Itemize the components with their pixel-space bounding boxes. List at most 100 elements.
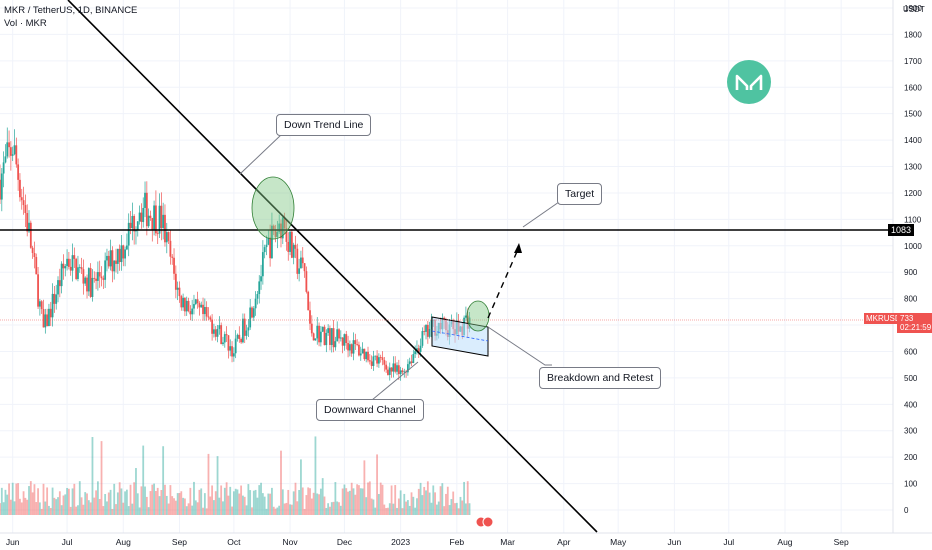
volume-bar [182, 497, 184, 515]
volume-bar [252, 490, 255, 515]
candle-body [303, 263, 306, 272]
downward-channel[interactable] [431, 316, 489, 357]
volume-bar [55, 499, 58, 515]
price-tick-label: 0 [904, 506, 909, 515]
callout-target[interactable]: Target [557, 183, 603, 205]
volume-bar [203, 493, 206, 515]
candle-body [193, 304, 195, 309]
price-tick-label: 1800 [904, 30, 922, 39]
candle-body [238, 334, 241, 340]
candle-body [379, 357, 382, 359]
candle-body [267, 237, 270, 245]
time-tick-label: Jul [723, 537, 734, 547]
volume-bar [274, 508, 277, 515]
volume-bar [312, 492, 315, 515]
volume-bar [4, 489, 7, 515]
candle-body [245, 330, 248, 336]
candle-body [394, 363, 397, 372]
volume-bar [207, 453, 210, 515]
candle-body [343, 334, 346, 346]
candle-body [289, 231, 291, 252]
volume-bar [314, 436, 317, 515]
candle-body [278, 223, 281, 233]
candle-body [367, 351, 369, 361]
retest-ellipse[interactable] [466, 300, 490, 332]
candle-body [225, 334, 228, 336]
candle-body [29, 222, 32, 248]
volume-bar [194, 500, 197, 515]
volume-bar [213, 500, 215, 515]
candle-body [425, 324, 427, 332]
candle-body [406, 364, 409, 373]
time-axis[interactable]: Jun Jul Aug Sep Oct Nov Dec 2023 Feb Mar Apr May Jun… [6, 537, 849, 547]
candle-body [280, 223, 282, 239]
volume-bar [461, 500, 464, 515]
volume-bar [19, 498, 21, 515]
volume-bar [11, 482, 14, 515]
event-badge-icon[interactable] [482, 516, 494, 528]
volume-bar [457, 508, 460, 515]
candle-body [347, 343, 349, 351]
candle-body [421, 331, 424, 346]
candle-body [247, 327, 250, 331]
volume-bar [281, 489, 284, 515]
candle-body [19, 179, 21, 198]
callout-leader-retest [487, 326, 552, 366]
volume-bar [377, 494, 380, 515]
candle-body [213, 329, 215, 334]
callout-down-trend-line[interactable]: Down Trend Line [276, 114, 372, 136]
volume-bar [198, 489, 201, 515]
down-trend-line[interactable] [67, 0, 598, 533]
volume-bar [225, 482, 228, 515]
candle-body [274, 229, 277, 237]
callout-downward-channel[interactable]: Downward Channel [316, 399, 424, 421]
volume-bar [303, 508, 306, 515]
candle-body [203, 307, 206, 315]
candle-body [283, 217, 286, 229]
volume-bar [332, 501, 335, 515]
candle-body [216, 328, 219, 337]
candle-body [240, 339, 243, 343]
volume-bar [394, 485, 397, 515]
time-tick-label: Dec [337, 537, 353, 547]
candle-body [252, 308, 255, 318]
volume-bar [153, 483, 155, 515]
volume-bar [356, 484, 359, 515]
volume-bar [439, 486, 442, 515]
candle-body [87, 268, 90, 292]
candle-body [40, 301, 43, 310]
symbol-title[interactable]: MKR / TetherUS, 1D, BINANCE [4, 5, 138, 16]
volume-bar [441, 483, 444, 515]
candle-body [336, 329, 339, 342]
volume-bar [102, 506, 105, 515]
candle-body [330, 328, 333, 345]
volume-bar [446, 486, 449, 515]
volume-bar [403, 493, 406, 515]
candle-body [126, 245, 128, 250]
candle-body [156, 233, 159, 235]
volume-bar [341, 488, 344, 515]
volume-bar [222, 501, 224, 515]
candle-body [28, 222, 30, 232]
candle-body [93, 277, 96, 279]
candlesticks [0, 127, 471, 381]
candle-body [164, 214, 166, 243]
volume-bar [66, 487, 68, 515]
volume-bar [280, 450, 282, 515]
volume-indicator-label[interactable]: Vol · MKR [4, 18, 47, 29]
candle-body [60, 263, 63, 287]
candle-body [214, 329, 217, 337]
volume-bar [24, 497, 27, 515]
volume-bar [28, 486, 30, 515]
candle-body [350, 344, 353, 354]
candle-body [417, 348, 420, 352]
callout-breakdown-retest[interactable]: Breakdown and Retest [539, 367, 662, 389]
candle-body [209, 317, 212, 320]
volume-bar [285, 502, 288, 515]
candle-body [358, 344, 360, 356]
time-tick-label: Sep [172, 537, 187, 547]
breakout-ellipse[interactable] [251, 176, 295, 240]
candle-body [64, 266, 67, 269]
